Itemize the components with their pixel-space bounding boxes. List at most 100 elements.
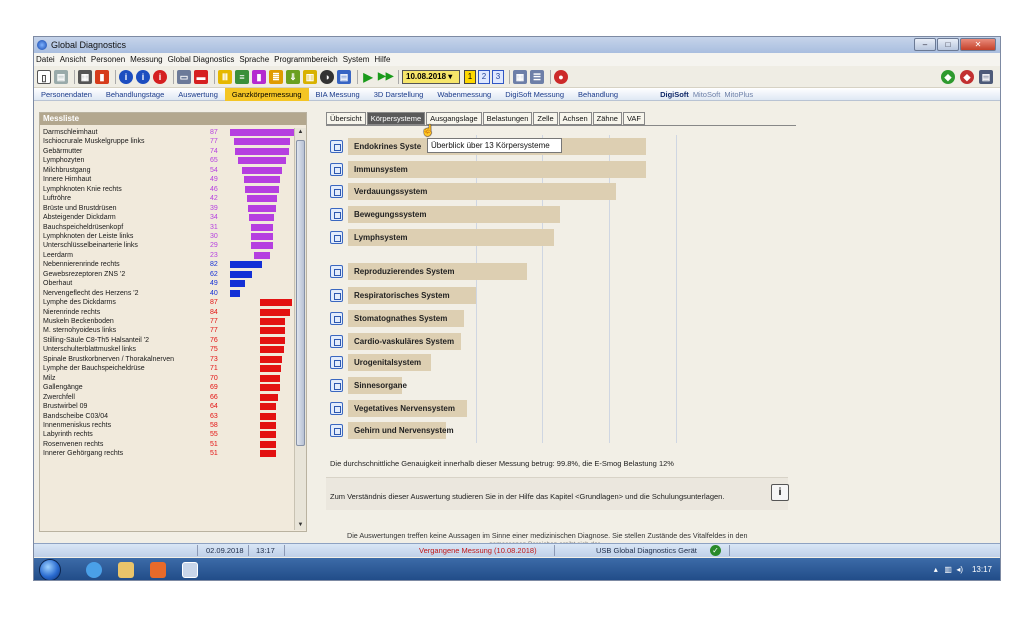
start-button[interactable] bbox=[39, 559, 61, 580]
messliste-row[interactable]: Zwerchfell 66 bbox=[43, 393, 303, 402]
menu-sprache[interactable]: Sprache bbox=[239, 55, 270, 64]
system-detail-icon[interactable] bbox=[330, 379, 343, 392]
table-icon[interactable]: ▦ bbox=[513, 69, 527, 84]
tray-arrow-icon[interactable]: ▴ bbox=[933, 565, 938, 574]
system-detail-icon[interactable] bbox=[330, 163, 343, 176]
sort-down-icon[interactable]: ⇓ bbox=[286, 69, 300, 84]
system-detail-icon[interactable] bbox=[330, 402, 343, 415]
tab-uebersicht[interactable]: Übersicht bbox=[326, 112, 366, 125]
messliste-row[interactable]: Lymphozyten 65 bbox=[43, 156, 303, 165]
tab-behandlungstage[interactable]: Behandlungstage bbox=[105, 89, 165, 99]
scroll-thumb[interactable] bbox=[296, 140, 305, 446]
import-icon[interactable]: ◆ bbox=[960, 70, 974, 84]
menu-system[interactable]: System bbox=[342, 55, 370, 64]
volume-icon[interactable]: ◂) bbox=[956, 565, 964, 574]
global-diagnostics-taskbar-icon[interactable] bbox=[182, 562, 198, 578]
close-button[interactable]: ✕ bbox=[960, 38, 996, 51]
messliste-scrollbar[interactable]: ▲ ▼ bbox=[294, 128, 306, 530]
messliste-row[interactable]: Muskeln Beckenboden 77 bbox=[43, 317, 303, 326]
system-detail-icon[interactable] bbox=[330, 231, 343, 244]
messliste-row[interactable]: Labyrinth rechts 55 bbox=[43, 430, 303, 439]
messliste-row[interactable]: Darmschleimhaut 87 bbox=[43, 128, 303, 137]
mitoplus-link[interactable]: MitoPlus bbox=[724, 89, 754, 99]
page-1-button[interactable]: 1 bbox=[464, 69, 476, 84]
menu-datei[interactable]: Datei bbox=[36, 55, 55, 64]
menu-messung[interactable]: Messung bbox=[130, 55, 163, 64]
messliste-row[interactable]: Milchbrustgang 54 bbox=[43, 166, 303, 175]
tab-personendaten[interactable]: Personendaten bbox=[41, 89, 92, 99]
menu-personen[interactable]: Personen bbox=[90, 55, 126, 64]
menu-hilfe[interactable]: Hilfe bbox=[374, 55, 391, 64]
new-file-icon[interactable]: ▯ bbox=[37, 69, 51, 84]
messliste-row[interactable]: Gallengänge 69 bbox=[43, 383, 303, 392]
help-info-button[interactable]: i bbox=[771, 484, 789, 501]
messliste-row[interactable]: Milz 70 bbox=[43, 374, 303, 383]
messliste-row[interactable]: Bandscheibe C03/04 63 bbox=[43, 412, 303, 421]
chart-icon[interactable]: ▬ bbox=[194, 69, 208, 84]
menu-ansicht[interactable]: Ansicht bbox=[59, 55, 86, 64]
messliste-row[interactable]: Gebärmutter 74 bbox=[43, 147, 303, 156]
system-detail-icon[interactable] bbox=[330, 140, 343, 153]
export-icon[interactable]: ◆ bbox=[941, 70, 955, 84]
mitosoft-link[interactable]: MitoSoft bbox=[692, 89, 721, 99]
minimize-button[interactable]: – bbox=[914, 38, 936, 51]
grid-icon[interactable]: ▦ bbox=[78, 69, 92, 84]
messliste-row[interactable]: Brüste und Brustdrüsen 39 bbox=[43, 204, 303, 213]
messliste-row[interactable]: Lymphknoten Knie rechts 46 bbox=[43, 185, 303, 194]
messliste-row[interactable]: Ischiocrurale Muskelgruppe links 77 bbox=[43, 137, 303, 146]
document-icon[interactable]: ▤ bbox=[337, 69, 351, 84]
system-detail-icon[interactable] bbox=[330, 208, 343, 221]
book-icon[interactable]: ▮ bbox=[95, 69, 109, 84]
card-icon[interactable]: ▭ bbox=[177, 69, 191, 84]
messliste-row[interactable]: Innere Hirnhaut 49 bbox=[43, 175, 303, 184]
messliste-row[interactable]: Lymphe der Bauchspeicheldrüse 71 bbox=[43, 364, 303, 373]
messliste-row[interactable]: M. sternohyoideus links 77 bbox=[43, 326, 303, 335]
tab-behandlung[interactable]: Behandlung bbox=[578, 89, 619, 99]
menu-global-diagnostics[interactable]: Global Diagnostics bbox=[167, 55, 235, 64]
tab-ausgangslage[interactable]: Ausgangslage bbox=[426, 112, 482, 125]
messliste-row[interactable]: Bauchspeicheldrüsenkopf 31 bbox=[43, 223, 303, 232]
bars-icon[interactable]: Ⅲ bbox=[218, 69, 232, 84]
messliste-row[interactable]: Innenmeniskus rechts 58 bbox=[43, 421, 303, 430]
messliste-row[interactable]: Absteigender Dickdarm 34 bbox=[43, 213, 303, 222]
tab-3d-darstellung[interactable]: 3D Darstellung bbox=[373, 89, 424, 99]
messliste-row[interactable]: Luftröhre 42 bbox=[43, 194, 303, 203]
info-red-icon[interactable]: i bbox=[153, 69, 167, 84]
messliste-row[interactable]: Lymphknoten der Leiste links 30 bbox=[43, 232, 303, 241]
tab-ganzkoerpermessung[interactable]: Ganzkörpermessung bbox=[224, 87, 309, 101]
tab-bia-messung[interactable]: BIA Messung bbox=[315, 89, 360, 99]
messliste-row[interactable]: Stilling-Säule C8-Th5 Halsanteil '2 76 bbox=[43, 336, 303, 345]
system-detail-icon[interactable] bbox=[330, 424, 343, 437]
messliste-row[interactable]: Unterschlüsselbeinarterie links 29 bbox=[43, 241, 303, 250]
date-select[interactable]: 10.08.2018 ▾ bbox=[402, 69, 460, 84]
messliste-row[interactable]: Nebennierenrinde rechts 82 bbox=[43, 260, 303, 269]
system-detail-icon[interactable] bbox=[330, 356, 343, 369]
messliste-row[interactable]: Innerer Gehörgang rechts 51 bbox=[43, 449, 303, 458]
pie-icon[interactable]: ◑ bbox=[320, 69, 334, 84]
report-icon[interactable]: ▤ bbox=[979, 70, 993, 84]
system-detail-icon[interactable] bbox=[330, 312, 343, 325]
tab-koerpersysteme[interactable]: Körpersysteme bbox=[366, 112, 426, 125]
system-detail-icon[interactable] bbox=[330, 185, 343, 198]
info-icon-2[interactable]: i bbox=[136, 69, 150, 84]
filter-icon[interactable]: ≣ bbox=[269, 69, 283, 84]
messliste-row[interactable]: Spinale Brustkorbnerven / Thorakalnerven… bbox=[43, 355, 303, 364]
menu-programmbereich[interactable]: Programmbereich bbox=[274, 55, 338, 64]
info-icon[interactable]: i bbox=[119, 69, 133, 84]
tab-zelle[interactable]: Zelle bbox=[533, 112, 558, 125]
messliste-row[interactable]: Oberhaut 49 bbox=[43, 279, 303, 288]
messliste-row[interactable]: Gewebsrezeptoren ZNS '2 62 bbox=[43, 270, 303, 279]
scroll-down-icon[interactable]: ▼ bbox=[297, 522, 304, 528]
messliste-row[interactable]: Nierenrinde rechts 84 bbox=[43, 308, 303, 317]
system-detail-icon[interactable] bbox=[330, 335, 343, 348]
scroll-up-icon[interactable]: ▲ bbox=[297, 129, 304, 135]
messliste-row[interactable]: Leerdarm 23 bbox=[43, 251, 303, 260]
fast-forward-icon[interactable]: ▶▶ bbox=[378, 70, 394, 82]
folder-icon[interactable] bbox=[118, 562, 134, 578]
print-icon[interactable]: ▤ bbox=[54, 69, 68, 84]
tab-achsen[interactable]: Achsen bbox=[558, 112, 592, 125]
list-icon[interactable]: ☰ bbox=[530, 69, 544, 84]
tab-vaf[interactable]: VAF bbox=[622, 112, 645, 125]
digisoft-link[interactable]: DigiSoft bbox=[660, 89, 689, 99]
page-3-button[interactable]: 3 bbox=[492, 69, 504, 84]
